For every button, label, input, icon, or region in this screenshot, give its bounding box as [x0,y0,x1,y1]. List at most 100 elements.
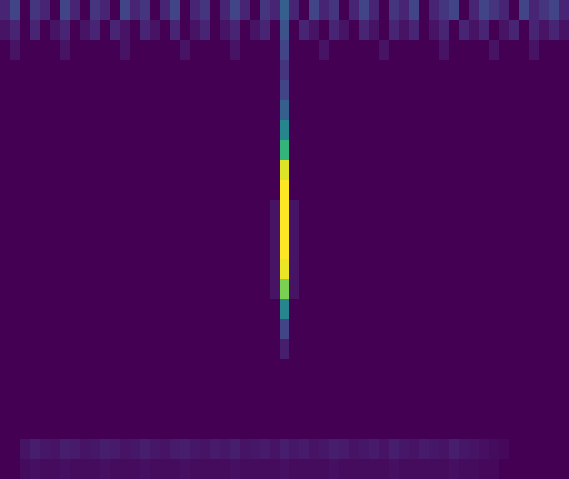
heat-cell [80,20,91,41]
heat-cell [339,339,350,360]
heat-cell [30,439,41,460]
heat-cell [299,319,310,340]
heat-cell [150,399,161,420]
heat-cell [319,0,330,21]
heat-cell [359,200,370,221]
heat-cell [529,359,540,380]
heat-cell [260,100,271,121]
heat-cell [389,140,400,161]
heat-cell [100,459,111,479]
heat-cell [399,180,410,201]
heat-cell [240,259,251,280]
heat-cell [150,160,161,181]
heat-cell [479,60,490,81]
heat-cell [90,0,101,21]
heat-cell [529,120,540,141]
heat-cell [20,299,31,320]
heat-cell [309,80,320,101]
heat-cell [110,439,121,460]
heat-cell [80,259,91,280]
heat-cell [280,140,291,161]
heat-cell [200,100,211,121]
heat-cell [220,359,231,380]
heat-cell [270,399,281,420]
heat-cell [180,299,191,320]
heat-cell [120,20,131,41]
heat-cell [150,60,161,81]
heat-cell [110,319,121,340]
heat-cell [289,20,300,41]
heat-cell [449,279,460,300]
heat-cell [469,200,480,221]
heat-cell [190,319,201,340]
heat-cell [349,200,360,221]
heat-cell [200,359,211,380]
heat-cell [499,140,510,161]
heat-cell [180,100,191,121]
heat-cell [449,319,460,340]
heat-cell [429,259,440,280]
heat-cell [120,279,131,300]
heat-cell [309,240,320,261]
heat-cell [30,299,41,320]
heat-cell [270,20,281,41]
heat-cell [329,100,340,121]
heat-cell [0,399,11,420]
heat-cell [10,359,21,380]
heat-cell [349,60,360,81]
heat-cell [240,60,251,81]
heat-cell [60,459,71,479]
heat-cell [399,379,410,400]
heat-cell [170,299,181,320]
heat-cell [180,419,191,440]
heat-cell [190,80,201,101]
heat-cell [130,100,141,121]
heat-cell [140,439,151,460]
heat-cell [549,419,560,440]
heat-cell [559,140,569,161]
heat-cell [439,60,450,81]
heat-cell [230,160,241,181]
heat-cell [519,160,530,181]
heat-cell [30,359,41,380]
heat-cell [40,299,51,320]
heat-cell [489,259,500,280]
heat-cell [190,459,201,479]
heat-cell [170,399,181,420]
heat-cell [130,259,141,280]
heat-cell [250,399,261,420]
heat-cell [70,439,81,460]
heat-cell [359,299,370,320]
heat-cell [280,359,291,380]
heat-cell [399,40,410,61]
heat-cell [319,379,330,400]
heat-cell [10,419,21,440]
heat-cell [150,339,161,360]
heat-cell [499,160,510,181]
heat-cell [559,0,569,21]
heat-cell [509,339,520,360]
heat-cell [40,180,51,201]
heat-cell [369,240,380,261]
heat-cell [200,80,211,101]
heat-cell [240,160,251,181]
heat-cell [170,259,181,280]
heat-cell [489,60,500,81]
heat-cell [30,120,41,141]
heat-cell [280,120,291,141]
heat-cell [379,359,390,380]
heat-cell [100,0,111,21]
heat-cell [519,220,530,241]
heat-cell [60,299,71,320]
heat-cell [80,319,91,340]
heat-cell [280,399,291,420]
heat-cell [359,279,370,300]
heat-cell [120,0,131,21]
heat-cell [10,40,21,61]
heat-cell [210,259,221,280]
heat-cell [80,220,91,241]
heat-cell [160,120,171,141]
heat-cell [439,20,450,41]
heat-cell [260,319,271,340]
heat-cell [180,180,191,201]
